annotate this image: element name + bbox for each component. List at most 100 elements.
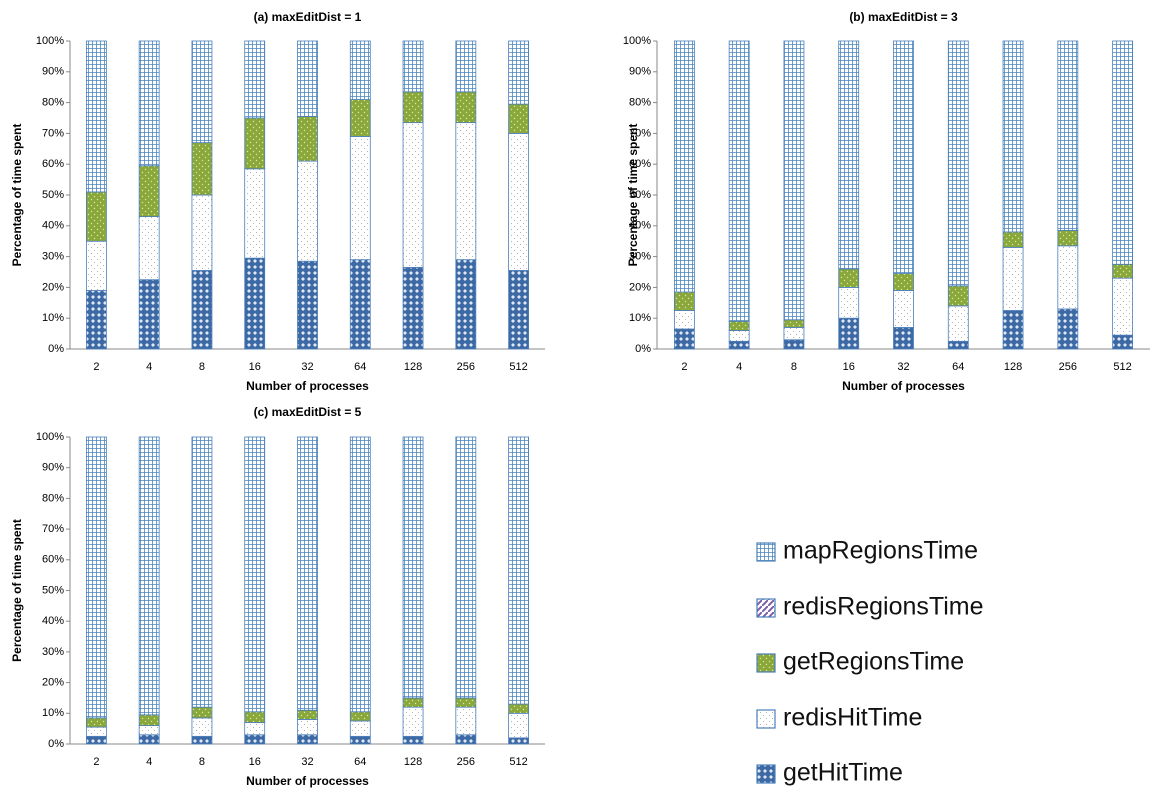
x-tick-label: 4 [736, 361, 742, 373]
bar-segment [349, 40, 371, 100]
chart-panel: (b) maxEditDist = 3 Number of processes Pe… [623, 10, 1150, 393]
chart-panel: (a) maxEditDist = 1 Number of processes Pe… [10, 10, 545, 393]
bar-segment [297, 116, 318, 162]
x-tick-label: 4 [146, 756, 152, 768]
bar-segment [349, 735, 371, 745]
y-tick-label: 100% [36, 431, 64, 443]
bar-segment [244, 257, 266, 350]
y-axis-label: Percentage of time spent [10, 124, 24, 267]
bar-segment [244, 40, 266, 119]
bar-segment [244, 117, 266, 170]
y-tick-label: 90% [42, 66, 64, 78]
bar-segment [297, 709, 318, 720]
x-tick-label: 4 [146, 361, 152, 373]
x-tick-label: 32 [301, 361, 313, 373]
bar-segment [191, 735, 213, 745]
y-tick-label: 20% [42, 281, 64, 293]
legend-swatch [756, 598, 776, 618]
chart-panel: (c) maxEditDist = 5 Number of processes Pe… [10, 405, 545, 788]
y-tick-label: 80% [42, 97, 64, 109]
bar-segment [1112, 277, 1134, 336]
x-tick-label: 16 [843, 361, 855, 373]
y-tick-label: 80% [629, 97, 651, 109]
bar-segment [402, 697, 424, 708]
bar-segment [508, 737, 530, 745]
x-tick-label: 2 [93, 756, 99, 768]
bar-segment [402, 91, 424, 124]
bar-segment [893, 327, 914, 350]
x-axis-label: Number of processes [842, 379, 965, 393]
y-tick-label: 90% [42, 462, 64, 474]
bar-segment [728, 340, 750, 350]
y-tick-label: 10% [629, 312, 651, 324]
y-axis-label: Percentage of time spent [10, 519, 24, 662]
bar-segment [783, 339, 805, 350]
y-tick-label: 30% [42, 646, 64, 658]
y-tick-label: 100% [623, 35, 651, 47]
bar-segment [402, 706, 424, 737]
bar-segment [85, 191, 107, 242]
y-tick-label: 50% [42, 189, 64, 201]
legend-label: getHitTime [783, 759, 903, 787]
x-tick-label: 16 [249, 361, 261, 373]
bar-segment [138, 734, 160, 745]
bar-segment [838, 268, 860, 288]
bar-segment [191, 194, 213, 271]
bar-segment [191, 706, 213, 719]
bar-segment [138, 165, 160, 217]
legend: mapRegionsTime redisRegionsTime getRegions… [756, 537, 984, 787]
bar-segment [85, 726, 107, 737]
x-tick-label: 8 [199, 756, 205, 768]
bar-segment [191, 142, 213, 196]
y-tick-label: 40% [42, 220, 64, 232]
legend-swatch [756, 709, 776, 729]
bar-segment [1057, 40, 1079, 231]
bar-segment [138, 216, 160, 281]
bar-segment [1112, 40, 1134, 265]
bar-segment [893, 40, 914, 274]
bar-segment [893, 273, 914, 291]
bar-segment [783, 40, 805, 321]
bar-segment [297, 719, 318, 736]
bar-segment [947, 285, 969, 307]
x-tick-label: 32 [301, 756, 313, 768]
x-tick-label: 32 [897, 361, 909, 373]
x-tick-label: 64 [952, 361, 964, 373]
y-tick-label: 20% [629, 281, 651, 293]
bar-segment [402, 436, 424, 699]
chart-title: (a) maxEditDist = 1 [254, 10, 362, 24]
bar-segment [1057, 245, 1079, 310]
y-tick-label: 10% [42, 312, 64, 324]
bar-segment [85, 436, 107, 719]
bar-segment [947, 340, 969, 350]
legend-label: redisHitTime [783, 704, 922, 732]
x-tick-label: 64 [354, 361, 366, 373]
bar-segment [1112, 263, 1134, 279]
bar-segment [349, 136, 371, 261]
bar-segment [138, 714, 160, 726]
bar-segment [138, 279, 160, 350]
y-tick-label: 0% [48, 343, 64, 355]
bar-segment [838, 317, 860, 350]
bar-segment [838, 286, 860, 319]
y-tick-label: 20% [42, 677, 64, 689]
x-tick-label: 256 [457, 756, 475, 768]
x-tick-label: 16 [249, 756, 261, 768]
y-axis-label: Percentage of time spent [626, 124, 640, 267]
bar-segment [508, 103, 530, 134]
bar-segment [728, 40, 750, 322]
bar-segment [1002, 231, 1024, 248]
y-tick-label: 80% [42, 492, 64, 504]
x-tick-label: 2 [681, 361, 687, 373]
bar-segment [349, 99, 371, 137]
y-tick-label: 30% [42, 251, 64, 263]
bar-segment [455, 40, 477, 93]
legend-swatch [756, 764, 776, 784]
y-tick-label: 70% [42, 523, 64, 535]
bar-segment [838, 40, 860, 270]
legend-label: mapRegionsTime [783, 537, 978, 565]
bar-segment [455, 91, 477, 124]
bar-segment [244, 711, 266, 723]
x-axis-label: Number of processes [246, 379, 369, 393]
legend-swatch [756, 653, 776, 673]
